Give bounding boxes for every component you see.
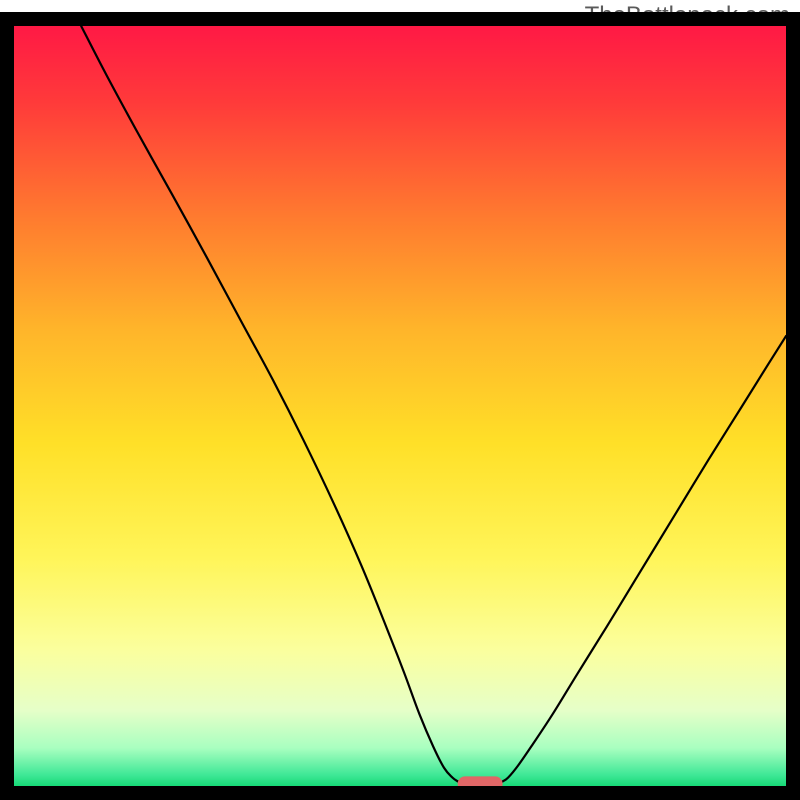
frame-bottom [0,786,800,800]
frame-left [0,12,14,800]
figure-root: TheBottleneck.com [0,0,800,800]
frame-top [0,12,800,26]
curve-right-branch [503,336,786,781]
plot-area [14,26,786,786]
frame-right [786,12,800,800]
curve-left-branch [81,26,458,781]
chart-svg [14,26,786,786]
